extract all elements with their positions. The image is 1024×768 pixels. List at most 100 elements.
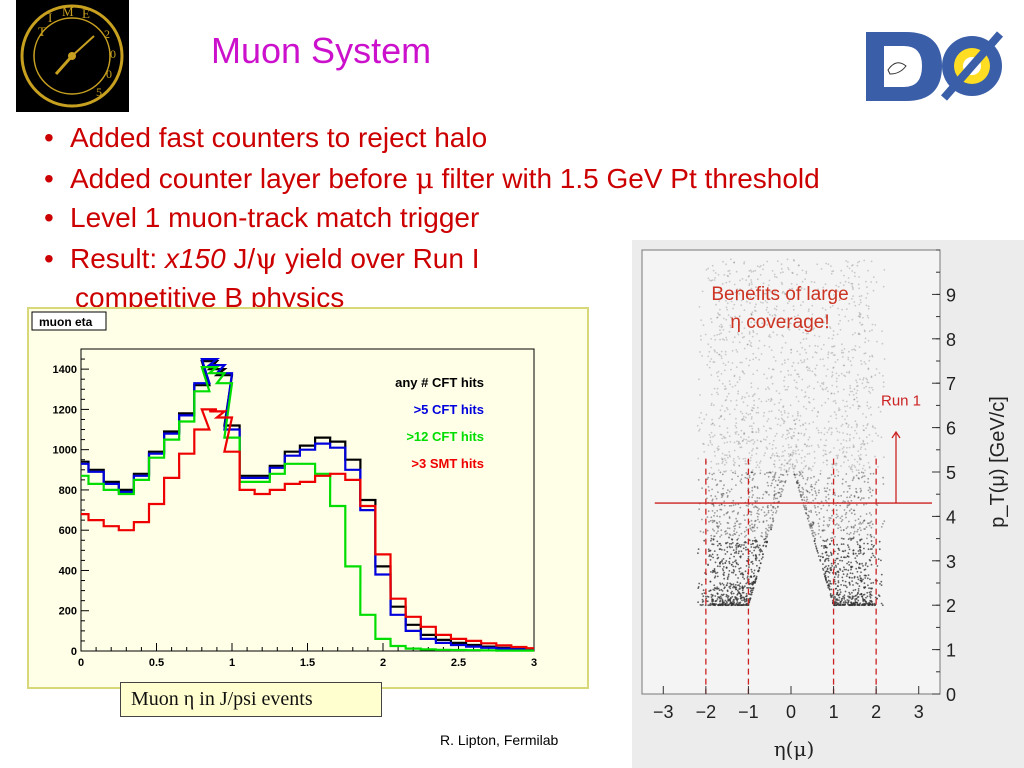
scatter-point: [827, 477, 829, 480]
scatter-point: [837, 307, 839, 310]
scatter-point: [739, 279, 741, 282]
scatter-point: [749, 413, 752, 415]
scatter-point: [771, 314, 774, 317]
scatter-point: [723, 388, 726, 390]
scatter-point: [710, 338, 713, 340]
scatter-point: [877, 434, 879, 437]
scatter-point: [843, 274, 845, 277]
scatter-point: [726, 604, 729, 607]
scatter-point: [753, 529, 756, 532]
scatter-point: [874, 556, 876, 559]
scatter-point: [844, 580, 847, 583]
scatter-point: [730, 604, 733, 607]
scatter-point: [794, 465, 796, 467]
y-tick-label: 800: [59, 485, 77, 497]
scatter-point: [745, 504, 748, 507]
scatter-point: [833, 447, 835, 449]
scatter-point: [870, 543, 873, 546]
scatter-point: [826, 557, 828, 560]
scatter-point: [858, 311, 861, 314]
scatter-point: [713, 587, 716, 589]
scatter-point: [866, 292, 869, 295]
scatter-point: [781, 463, 783, 465]
scatter-point: [728, 570, 731, 572]
scatter-point: [817, 410, 819, 413]
scatter-point: [818, 529, 821, 531]
scatter-point: [838, 314, 840, 316]
scatter-point: [774, 497, 777, 500]
scatter-point: [837, 323, 840, 325]
scatter-point: [850, 525, 853, 528]
scatter-point: [819, 469, 822, 472]
scatter-point: [710, 460, 713, 463]
scatter-point: [821, 307, 824, 309]
scatter-point: [852, 356, 854, 359]
scatter-point: [782, 335, 785, 338]
scatter-point: [835, 464, 837, 467]
scatter-point: [751, 523, 753, 526]
scatter-point: [737, 511, 740, 514]
scatter-point: [710, 393, 713, 396]
scatter-point: [856, 593, 859, 596]
scatter-point: [864, 337, 867, 340]
scatter-point: [772, 506, 775, 508]
scatter-point: [816, 550, 819, 552]
scatter-point: [782, 405, 785, 408]
scatter-point: [844, 513, 847, 516]
scatter-point: [741, 599, 743, 602]
scatter-point: [791, 365, 794, 368]
scatter-point: [859, 321, 861, 324]
series-line-2: [81, 358, 534, 651]
scatter-point: [869, 578, 871, 581]
scatter-point: [854, 420, 857, 423]
scatter-point: [758, 398, 760, 400]
scatter-point: [802, 331, 805, 334]
scatter-point: [874, 596, 877, 599]
scatter-point: [824, 490, 827, 492]
scatter-point: [726, 302, 729, 305]
scatter-point: [711, 418, 713, 421]
scatter-point: [739, 410, 742, 413]
scatter-point: [825, 576, 827, 579]
scatter-point: [748, 364, 750, 367]
scatter-point: [754, 505, 757, 508]
scatter-point: [801, 378, 804, 381]
scatter-point: [858, 346, 861, 348]
scatter-point: [871, 354, 873, 357]
bullet-4: • Result: x150 J/ψ yield over Run I: [44, 242, 480, 275]
scatter-point: [744, 460, 747, 462]
scatter-point: [845, 575, 848, 577]
scatter-point: [711, 543, 714, 546]
scatter-point: [819, 555, 822, 558]
scatter-point: [729, 596, 732, 599]
scatter-point: [817, 555, 820, 557]
scatter-point: [829, 306, 832, 309]
scatter-point: [776, 260, 779, 262]
scatter-point: [734, 424, 737, 427]
scatter-point: [791, 415, 794, 417]
scatter-point: [828, 571, 831, 574]
scatter-point: [791, 465, 794, 468]
scatter-point: [864, 448, 867, 451]
scatter-point: [772, 356, 775, 358]
scatter-point: [750, 417, 753, 420]
scatter-point: [782, 474, 785, 476]
svg-text:M: M: [62, 4, 74, 19]
scatter-point: [822, 461, 825, 464]
scatter-point: [717, 448, 720, 451]
scatter-point: [808, 345, 811, 347]
scatter-point: [809, 369, 811, 372]
scatter-point: [832, 334, 835, 336]
scatter-point: [806, 498, 809, 501]
scatter-point: [862, 520, 865, 523]
scatter-point: [730, 469, 733, 472]
y-tick-label: 0: [946, 685, 956, 705]
scatter-point: [741, 418, 744, 421]
scatter-point: [738, 315, 741, 317]
scatter-point: [707, 476, 710, 479]
scatter-point: [860, 577, 862, 580]
scatter-point: [851, 285, 854, 287]
scatter-point: [827, 429, 830, 431]
scatter-point: [715, 463, 718, 465]
scatter-point: [737, 537, 740, 540]
